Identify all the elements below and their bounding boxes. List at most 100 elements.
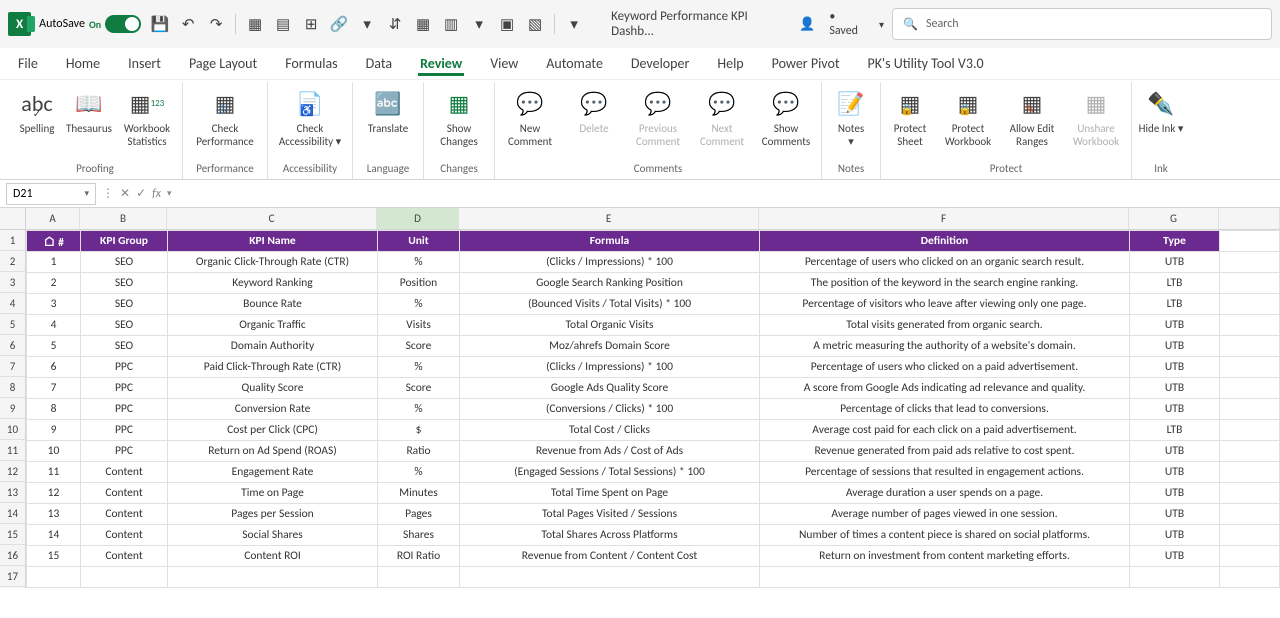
col-head-A[interactable]: A [26, 208, 80, 229]
tab-file[interactable]: File [16, 51, 40, 76]
home-icon[interactable]: ⌂ [43, 233, 55, 250]
cell[interactable]: UTB [1130, 504, 1220, 525]
tab-power-pivot[interactable]: Power Pivot [770, 51, 842, 76]
cell[interactable]: Organic Traffic [168, 315, 378, 336]
cell[interactable] [1220, 483, 1280, 504]
cell[interactable]: Time on Page [168, 483, 378, 504]
cell[interactable]: UTB [1130, 462, 1220, 483]
cell[interactable] [81, 567, 168, 588]
cell[interactable]: Total Time Spent on Page [460, 483, 760, 504]
cell[interactable] [1220, 252, 1280, 273]
chevron-down-icon[interactable]: ▾ [84, 188, 89, 199]
cell[interactable]: 9 [27, 420, 81, 441]
cell[interactable]: 5 [27, 336, 81, 357]
cell[interactable] [1220, 378, 1280, 399]
cell[interactable]: SEO [81, 315, 168, 336]
cell[interactable]: SEO [81, 294, 168, 315]
thesaurus-button[interactable]: 📖Thesaurus [64, 84, 114, 139]
cell[interactable]: (Bounced Visits / Total Visits) * 100 [460, 294, 760, 315]
cell[interactable] [760, 567, 1130, 588]
share-ghost-icon[interactable]: 👤 [799, 17, 815, 32]
notes-button[interactable]: 📝Notes▾ [826, 84, 876, 152]
new-comment-button[interactable]: 💬New Comment [499, 84, 561, 152]
row-head[interactable]: 2 [0, 251, 25, 272]
protect-workbook-button[interactable]: ▦🔒Protect Workbook [937, 84, 999, 152]
cell[interactable]: Social Shares [168, 525, 378, 546]
cell[interactable]: UTB [1130, 357, 1220, 378]
tab-automate[interactable]: Automate [544, 51, 605, 76]
header-cell-home[interactable]: ⌂ # [27, 231, 81, 252]
show-changes-button[interactable]: ▦Show Changes [428, 84, 490, 152]
cell[interactable] [1220, 399, 1280, 420]
row-head[interactable]: 16 [0, 545, 25, 566]
cell[interactable]: Content ROI [168, 546, 378, 567]
cell[interactable] [1220, 546, 1280, 567]
cell[interactable]: Cost per Click (CPC) [168, 420, 378, 441]
cell[interactable]: Organic Click-Through Rate (CTR) [168, 252, 378, 273]
cell[interactable]: Google Ads Quality Score [460, 378, 760, 399]
cell[interactable] [460, 567, 760, 588]
insert4-icon[interactable]: ▧ [524, 13, 546, 35]
cell[interactable]: Ratio [378, 441, 460, 462]
workbook-stats-button[interactable]: ▦123Workbook Statistics [116, 84, 178, 152]
cell[interactable]: LTB [1130, 273, 1220, 294]
cell[interactable]: % [378, 357, 460, 378]
cell[interactable]: Conversion Rate [168, 399, 378, 420]
cell[interactable]: 7 [27, 378, 81, 399]
allow-edit-ranges-button[interactable]: ▦✎Allow Edit Ranges [1001, 84, 1063, 152]
cell[interactable]: $ [378, 420, 460, 441]
cell[interactable]: (Clicks / Impressions) * 100 [460, 252, 760, 273]
insert2-icon[interactable]: ▥ [440, 13, 462, 35]
cell[interactable]: % [378, 399, 460, 420]
cell[interactable] [168, 567, 378, 588]
cell[interactable]: Total Cost / Clicks [460, 420, 760, 441]
cell[interactable]: Average cost paid for each click on a pa… [760, 420, 1130, 441]
row-head[interactable]: 11 [0, 440, 25, 461]
cell[interactable]: 4 [27, 315, 81, 336]
cell[interactable] [1220, 231, 1280, 252]
cell[interactable]: Minutes [378, 483, 460, 504]
cell[interactable]: UTB [1130, 546, 1220, 567]
cell[interactable]: (Conversions / Clicks) * 100 [460, 399, 760, 420]
document-title[interactable]: Keyword Performance KPI Dashb... [611, 9, 785, 39]
merge-icon[interactable]: ⊞ [300, 13, 322, 35]
row-head[interactable]: 5 [0, 314, 25, 335]
cell[interactable]: SEO [81, 252, 168, 273]
cell[interactable]: 8 [27, 399, 81, 420]
tab-view[interactable]: View [488, 51, 520, 76]
row-head[interactable]: 12 [0, 461, 25, 482]
cell[interactable]: Position [378, 273, 460, 294]
cell[interactable]: Return on Ad Spend (ROAS) [168, 441, 378, 462]
cell[interactable] [27, 567, 81, 588]
cell[interactable]: % [378, 462, 460, 483]
cell[interactable] [1220, 315, 1280, 336]
cell[interactable] [1220, 525, 1280, 546]
cell[interactable]: Percentage of sessions that resulted in … [760, 462, 1130, 483]
cell[interactable]: Percentage of users who clicked on a pai… [760, 357, 1130, 378]
cell[interactable]: % [378, 294, 460, 315]
cell[interactable]: Pages per Session [168, 504, 378, 525]
header-cell[interactable]: KPI Name [168, 231, 378, 252]
cell[interactable]: Total Shares Across Platforms [460, 525, 760, 546]
cell[interactable]: Content [81, 462, 168, 483]
tab-page-layout[interactable]: Page Layout [187, 51, 259, 76]
cell[interactable]: Domain Authority [168, 336, 378, 357]
tab-data[interactable]: Data [364, 51, 394, 76]
redo-icon[interactable]: ↷ [205, 13, 227, 35]
chevron-down-icon[interactable]: ▾ [468, 13, 490, 35]
enter-icon[interactable]: ✓ [136, 186, 146, 201]
tab-pk-s-utility-tool-v3-0[interactable]: PK's Utility Tool V3.0 [866, 51, 986, 76]
col-head-C[interactable]: C [167, 208, 377, 229]
row-head[interactable]: 10 [0, 419, 25, 440]
cell[interactable] [1130, 567, 1220, 588]
row-head[interactable]: 3 [0, 272, 25, 293]
cells[interactable]: ⌂ #KPI GroupKPI NameUnitFormulaDefinitio… [26, 230, 1280, 588]
cell[interactable]: Paid Click-Through Rate (CTR) [168, 357, 378, 378]
insert3-icon[interactable]: ▣ [496, 13, 518, 35]
more-icon[interactable]: ⋮ [102, 186, 114, 201]
cell[interactable]: Percentage of visitors who leave after v… [760, 294, 1130, 315]
cell[interactable]: LTB [1130, 420, 1220, 441]
cell[interactable]: Shares [378, 525, 460, 546]
cell[interactable]: UTB [1130, 252, 1220, 273]
select-all-button[interactable] [0, 208, 25, 230]
